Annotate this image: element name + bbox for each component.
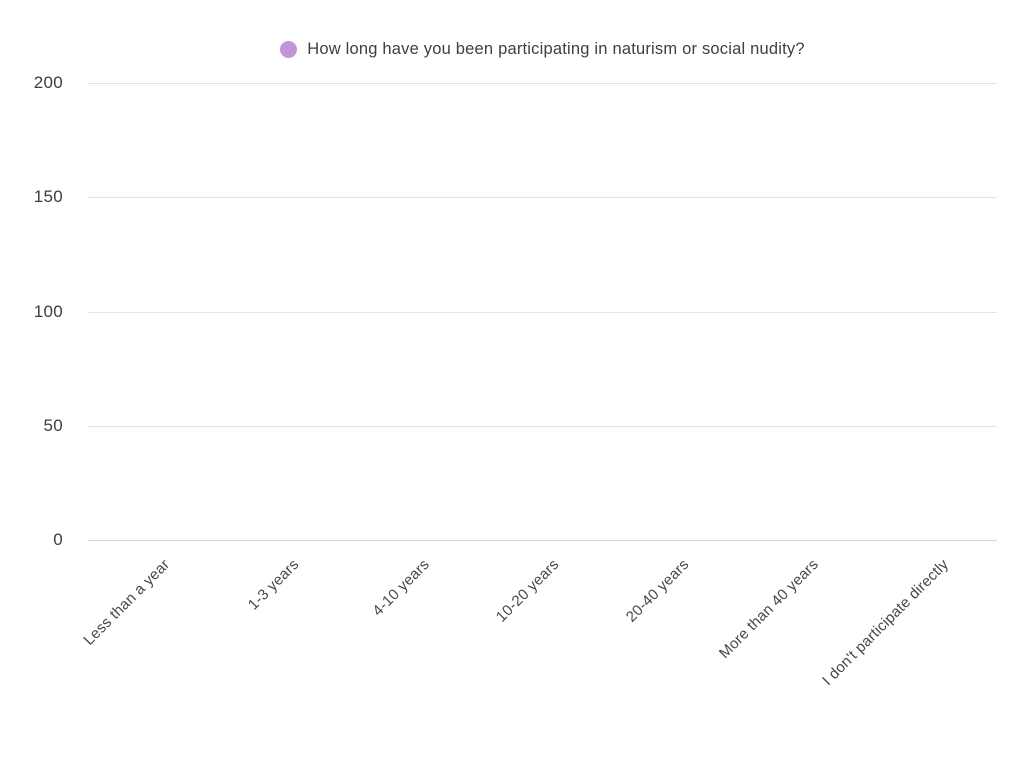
x-tick-label: More than 40 years	[716, 556, 823, 662]
y-tick-label: 100	[33, 301, 63, 321]
gridline	[88, 311, 997, 313]
x-tick-label: 10-20 years	[492, 556, 563, 626]
legend-item[interactable]: How long have you been participating in …	[280, 39, 805, 59]
x-tick-label: 4-10 years	[369, 556, 433, 620]
legend: How long have you been participating in …	[88, 36, 997, 62]
x-tick-label: 20-40 years	[622, 556, 693, 626]
x-tick-label: 1-3 years	[245, 556, 303, 614]
gridline	[88, 540, 997, 541]
legend-dot-icon	[280, 40, 298, 58]
chart-title: How long have you been participating in …	[307, 39, 805, 58]
x-tick-label: I don't participate directly	[819, 556, 953, 689]
x-tick-label: Less than a year	[80, 556, 173, 649]
y-tick-label: 50	[43, 415, 63, 435]
gridline	[88, 197, 997, 199]
y-tick-label: 200	[33, 73, 63, 92]
gridline	[88, 83, 997, 84]
y-tick-label: 150	[33, 187, 63, 207]
gridline	[88, 425, 997, 427]
y-tick-label: 0	[53, 530, 63, 549]
